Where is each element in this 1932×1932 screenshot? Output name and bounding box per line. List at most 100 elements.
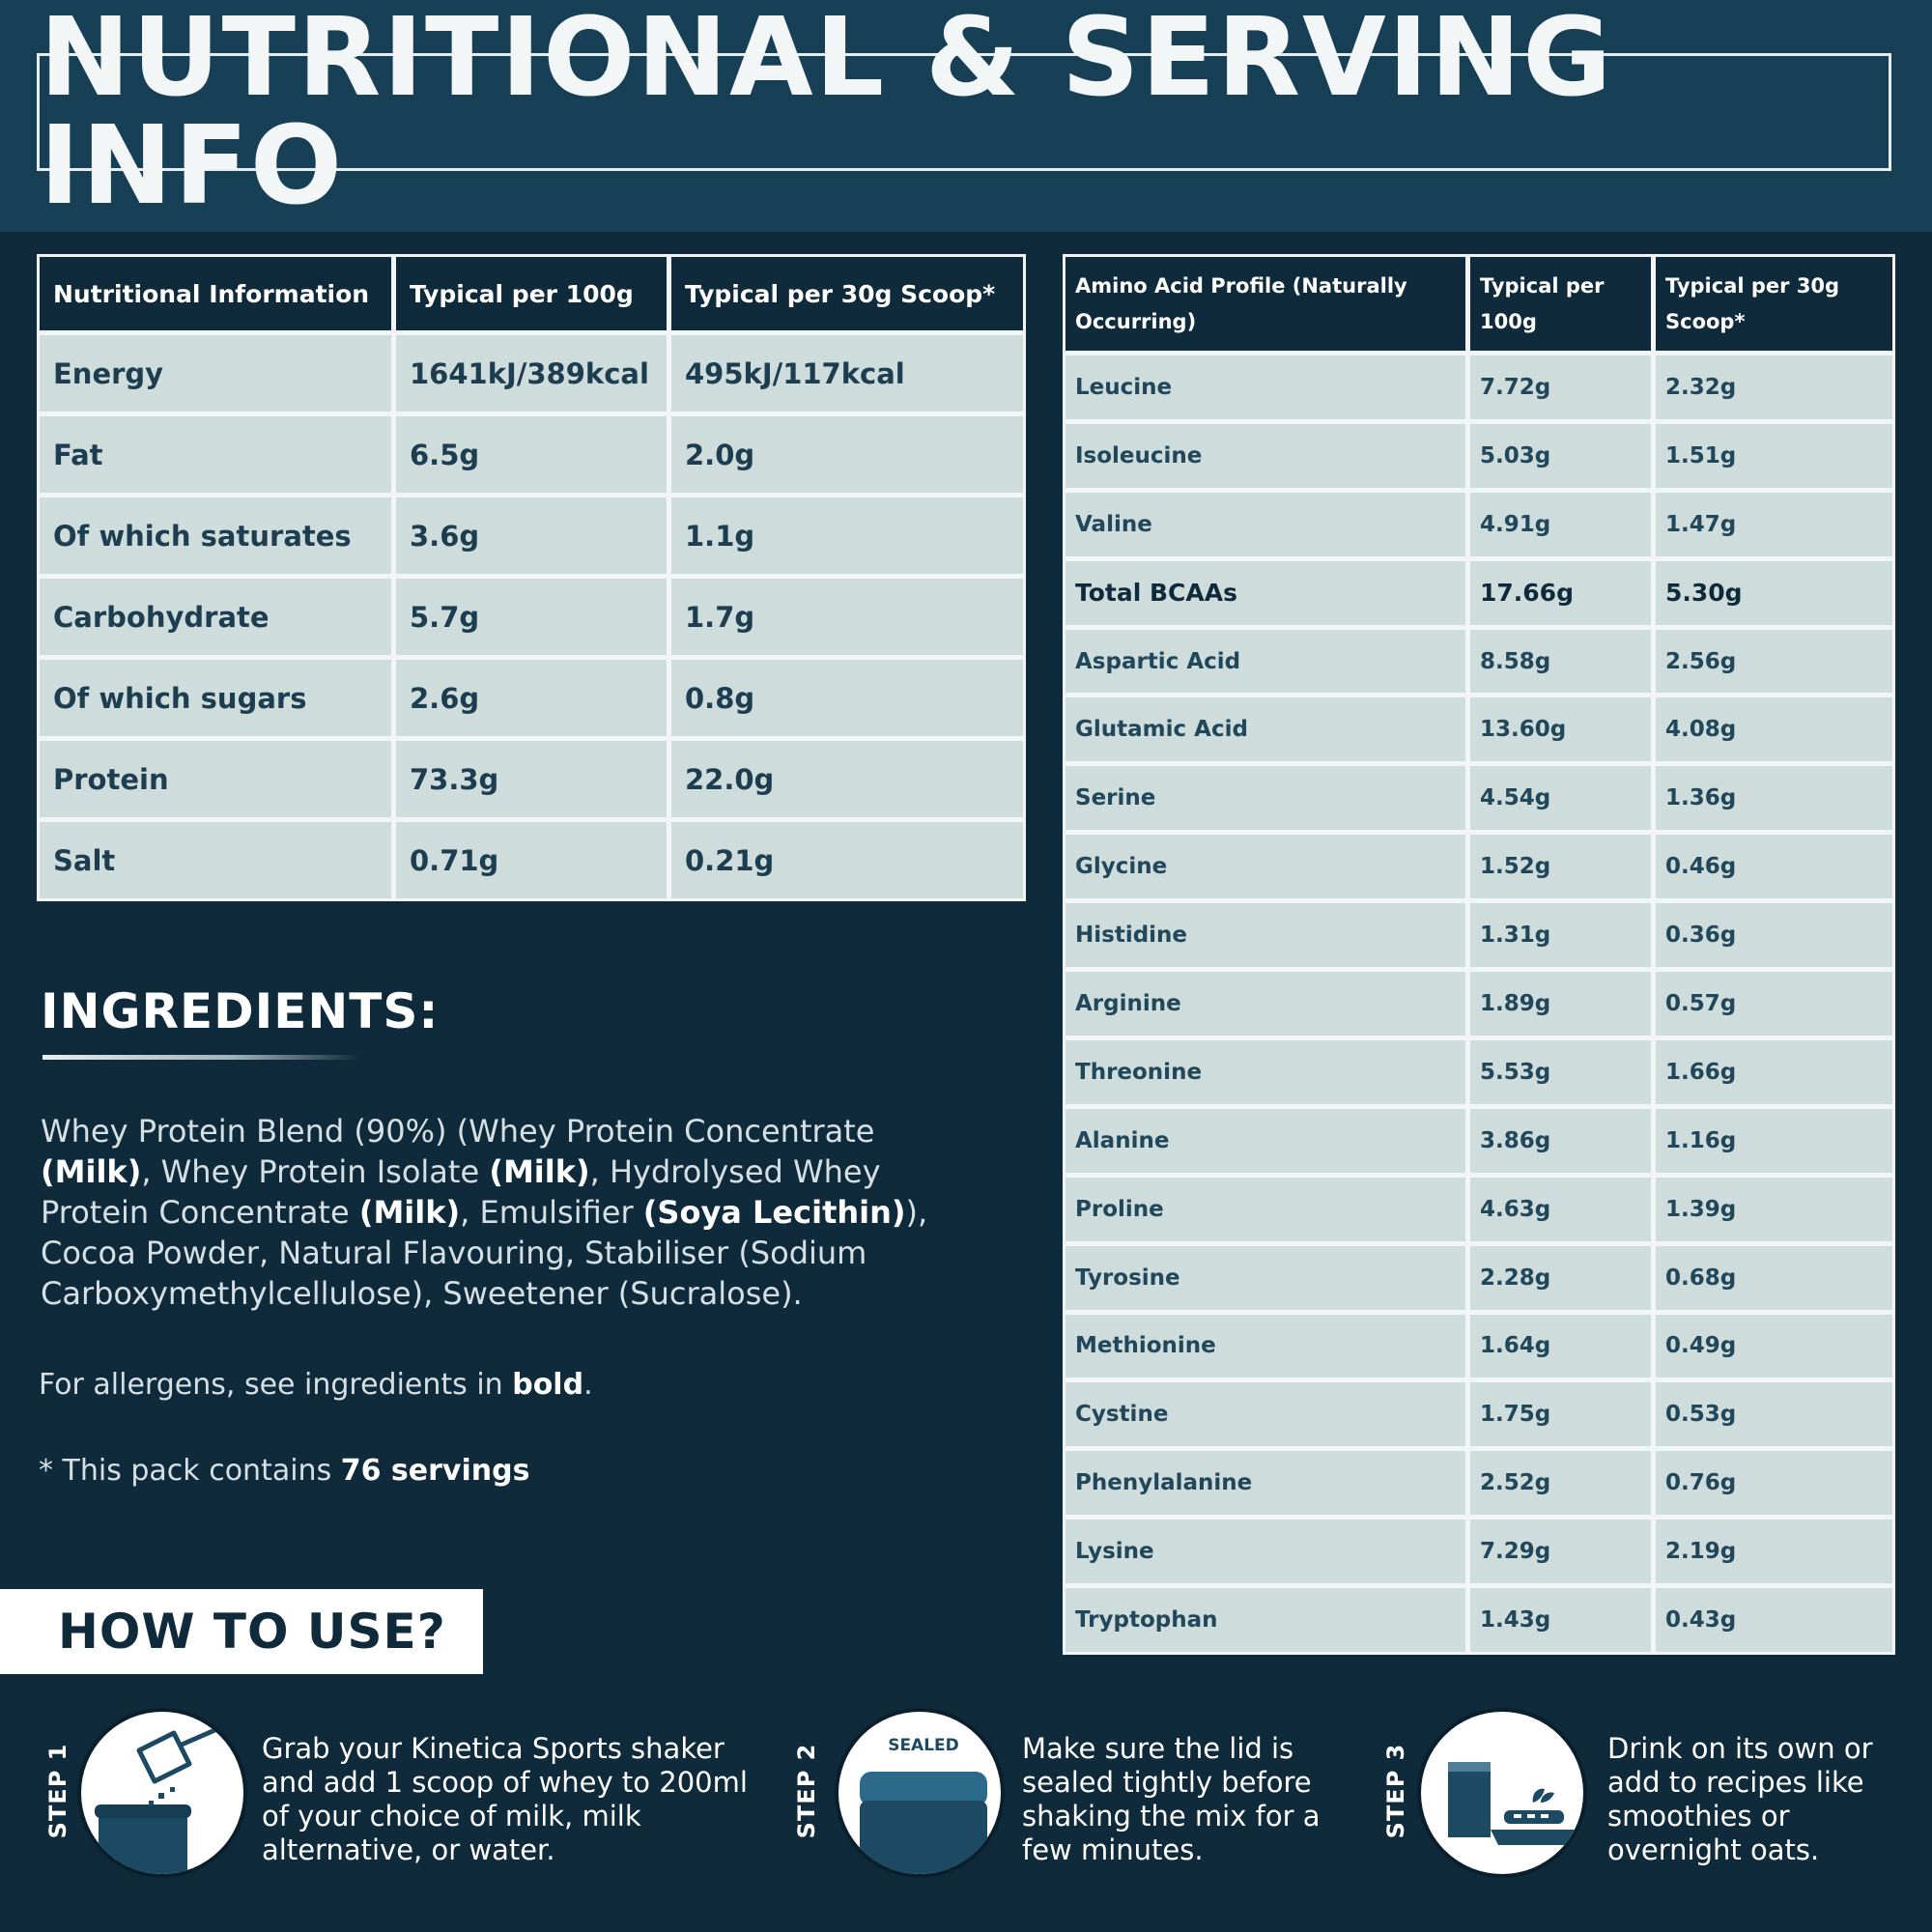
amino-row-value: 0.49g	[1656, 1314, 1892, 1378]
how-to-use-heading-box: HOW TO USE?	[0, 1589, 483, 1674]
amino-row-value: 1.31g	[1470, 903, 1651, 968]
scoop-shaker-icon	[77, 1708, 247, 1878]
allergen-ingredient: (Milk)	[41, 1153, 142, 1190]
amino-row-value: 2.56g	[1656, 629, 1892, 694]
amino-row-label: Arginine	[1065, 972, 1465, 1036]
amino-row-label: Alanine	[1065, 1108, 1465, 1173]
amino-row-value: 1.39g	[1656, 1177, 1892, 1241]
sealed-shaker-icon: SEALED	[835, 1708, 1005, 1878]
amino-row-value: 1.43g	[1470, 1588, 1651, 1652]
amino-row-value: 1.66g	[1656, 1039, 1892, 1104]
amino-row-label: Cystine	[1065, 1382, 1465, 1447]
amino-row-value: 2.32g	[1656, 355, 1892, 419]
amino-row-value: 0.46g	[1656, 835, 1892, 899]
nutrition-row-value: 2.0g	[671, 416, 1023, 493]
amino-row-value: 0.76g	[1656, 1451, 1892, 1516]
step-1-text: Grab your Kinetica Sports shaker and add…	[262, 1732, 748, 1866]
amino-row-label: Lysine	[1065, 1520, 1465, 1584]
step-2-label: STEP 2	[793, 1743, 820, 1839]
amino-row-label: Leucine	[1065, 355, 1465, 419]
amino-row-value: 5.30g	[1656, 560, 1892, 625]
amino-row-label: Valine	[1065, 492, 1465, 556]
nutrition-row-label: Of which sugars	[40, 660, 391, 736]
amino-row-value: 1.64g	[1470, 1314, 1651, 1378]
ingredient-text-segment: , Hydrolysed Whey Protein Concentrate	[41, 1153, 881, 1231]
amino-row-value: 7.72g	[1470, 355, 1651, 419]
amino-row-value: 2.19g	[1656, 1520, 1892, 1584]
step-1-label: STEP 1	[44, 1743, 71, 1839]
ingredients-underline	[43, 1055, 361, 1060]
amino-row-value: 1.75g	[1470, 1382, 1651, 1447]
amino-acid-table: Amino Acid Profile (Naturally Occurring)…	[1063, 254, 1895, 1655]
amino-row-value: 5.03g	[1470, 423, 1651, 488]
ingredient-text-segment: Whey Protein Blend (90%) (Whey Protein C…	[41, 1113, 875, 1150]
amino-row-label: Tyrosine	[1065, 1245, 1465, 1310]
nutrition-row-label: Energy	[40, 335, 391, 412]
amino-row-value: 4.54g	[1470, 766, 1651, 831]
allergen-ingredient: (Soya Lecithin)	[642, 1194, 906, 1231]
nutrition-table: Nutritional Information Typical per 100g T…	[37, 254, 1026, 901]
amino-row-value: 0.36g	[1656, 903, 1892, 968]
nutrition-row-value: 73.3g	[396, 741, 667, 817]
amino-row-label: Methionine	[1065, 1314, 1465, 1378]
amino-row-value: 4.91g	[1470, 492, 1651, 556]
nutrition-row-value: 5.7g	[396, 579, 667, 655]
amino-row-label: Tryptophan	[1065, 1588, 1465, 1652]
nutrition-row-value: 1641kJ/389kcal	[396, 335, 667, 412]
step-3-text: Drink on its own or add to recipes like …	[1607, 1732, 1873, 1866]
amino-row-value: 3.86g	[1470, 1108, 1651, 1173]
nutrition-row-label: Salt	[40, 822, 391, 898]
amino-row-label: Isoleucine	[1065, 423, 1465, 488]
nutrition-row-label: Of which saturates	[40, 497, 391, 574]
nutrition-row-value: 1.7g	[671, 579, 1023, 655]
ingredients-text: Whey Protein Blend (90%) (Whey Protein C…	[41, 1111, 968, 1314]
amino-row-value: 1.36g	[1656, 766, 1892, 831]
nutrition-row-value: 1.1g	[671, 497, 1023, 574]
nutrition-row-label: Fat	[40, 416, 391, 493]
amino-row-label: Phenylalanine	[1065, 1451, 1465, 1516]
allergen-ingredient: (Milk)	[358, 1194, 461, 1231]
amino-row-value: 0.43g	[1656, 1588, 1892, 1652]
ingredient-text-segment: , Emulsifier	[460, 1194, 643, 1231]
ingredient-text-segment: , Whey Protein Isolate	[141, 1153, 490, 1190]
nutrition-row-value: 2.6g	[396, 660, 667, 736]
amino-row-value: 4.63g	[1470, 1177, 1651, 1241]
ingredient-text-segment: ), Cocoa Powder, Natural Flavouring, Sta…	[41, 1194, 928, 1312]
amino-row-label: Glycine	[1065, 835, 1465, 899]
nutrition-row-value: 6.5g	[396, 416, 667, 493]
nutrition-row-value: 495kJ/117kcal	[671, 335, 1023, 412]
amino-row-value: 1.16g	[1656, 1108, 1892, 1173]
header-band	[0, 0, 1932, 232]
amino-row-label: Histidine	[1065, 903, 1465, 968]
amino-row-value: 13.60g	[1470, 697, 1651, 762]
amino-row-label: Glutamic Acid	[1065, 697, 1465, 762]
nutrition-row-value: 3.6g	[396, 497, 667, 574]
nutrition-header-cell: Typical per 100g	[396, 257, 667, 330]
allergen-bold-word: bold	[512, 1368, 584, 1402]
amino-row-value: 0.53g	[1656, 1382, 1892, 1447]
step-3-label: STEP 3	[1382, 1743, 1409, 1839]
amino-header-cell: Typical per 30g Scoop*	[1656, 257, 1892, 351]
amino-row-value: 8.58g	[1470, 629, 1651, 694]
title-frame: NUTRITIONAL & SERVING INFO	[37, 4, 1891, 220]
amino-row-value: 0.57g	[1656, 972, 1892, 1036]
amino-row-value: 7.29g	[1470, 1520, 1651, 1584]
amino-row-value: 0.68g	[1656, 1245, 1892, 1310]
amino-header-cell: Amino Acid Profile (Naturally Occurring)	[1065, 257, 1465, 351]
amino-row-value: 2.28g	[1470, 1245, 1651, 1310]
sealed-label: SEALED	[888, 1736, 959, 1755]
amino-row-label: Proline	[1065, 1177, 1465, 1241]
amino-row-value: 1.89g	[1470, 972, 1651, 1036]
amino-row-value: 2.52g	[1470, 1451, 1651, 1516]
nutrition-header-cell: Typical per 30g Scoop*	[671, 257, 1023, 330]
nutrition-row-value: 22.0g	[671, 741, 1023, 817]
nutrition-row-label: Protein	[40, 741, 391, 817]
nutrition-row-value: 0.71g	[396, 822, 667, 898]
amino-row-label: Serine	[1065, 766, 1465, 831]
allergen-note: For allergens, see ingredients in bold.	[39, 1368, 593, 1402]
amino-row-label: Threonine	[1065, 1039, 1465, 1104]
amino-row-value: 1.47g	[1656, 492, 1892, 556]
nutrition-row-value: 0.21g	[671, 822, 1023, 898]
amino-row-label: Aspartic Acid	[1065, 629, 1465, 694]
amino-row-value: 17.66g	[1470, 560, 1651, 625]
